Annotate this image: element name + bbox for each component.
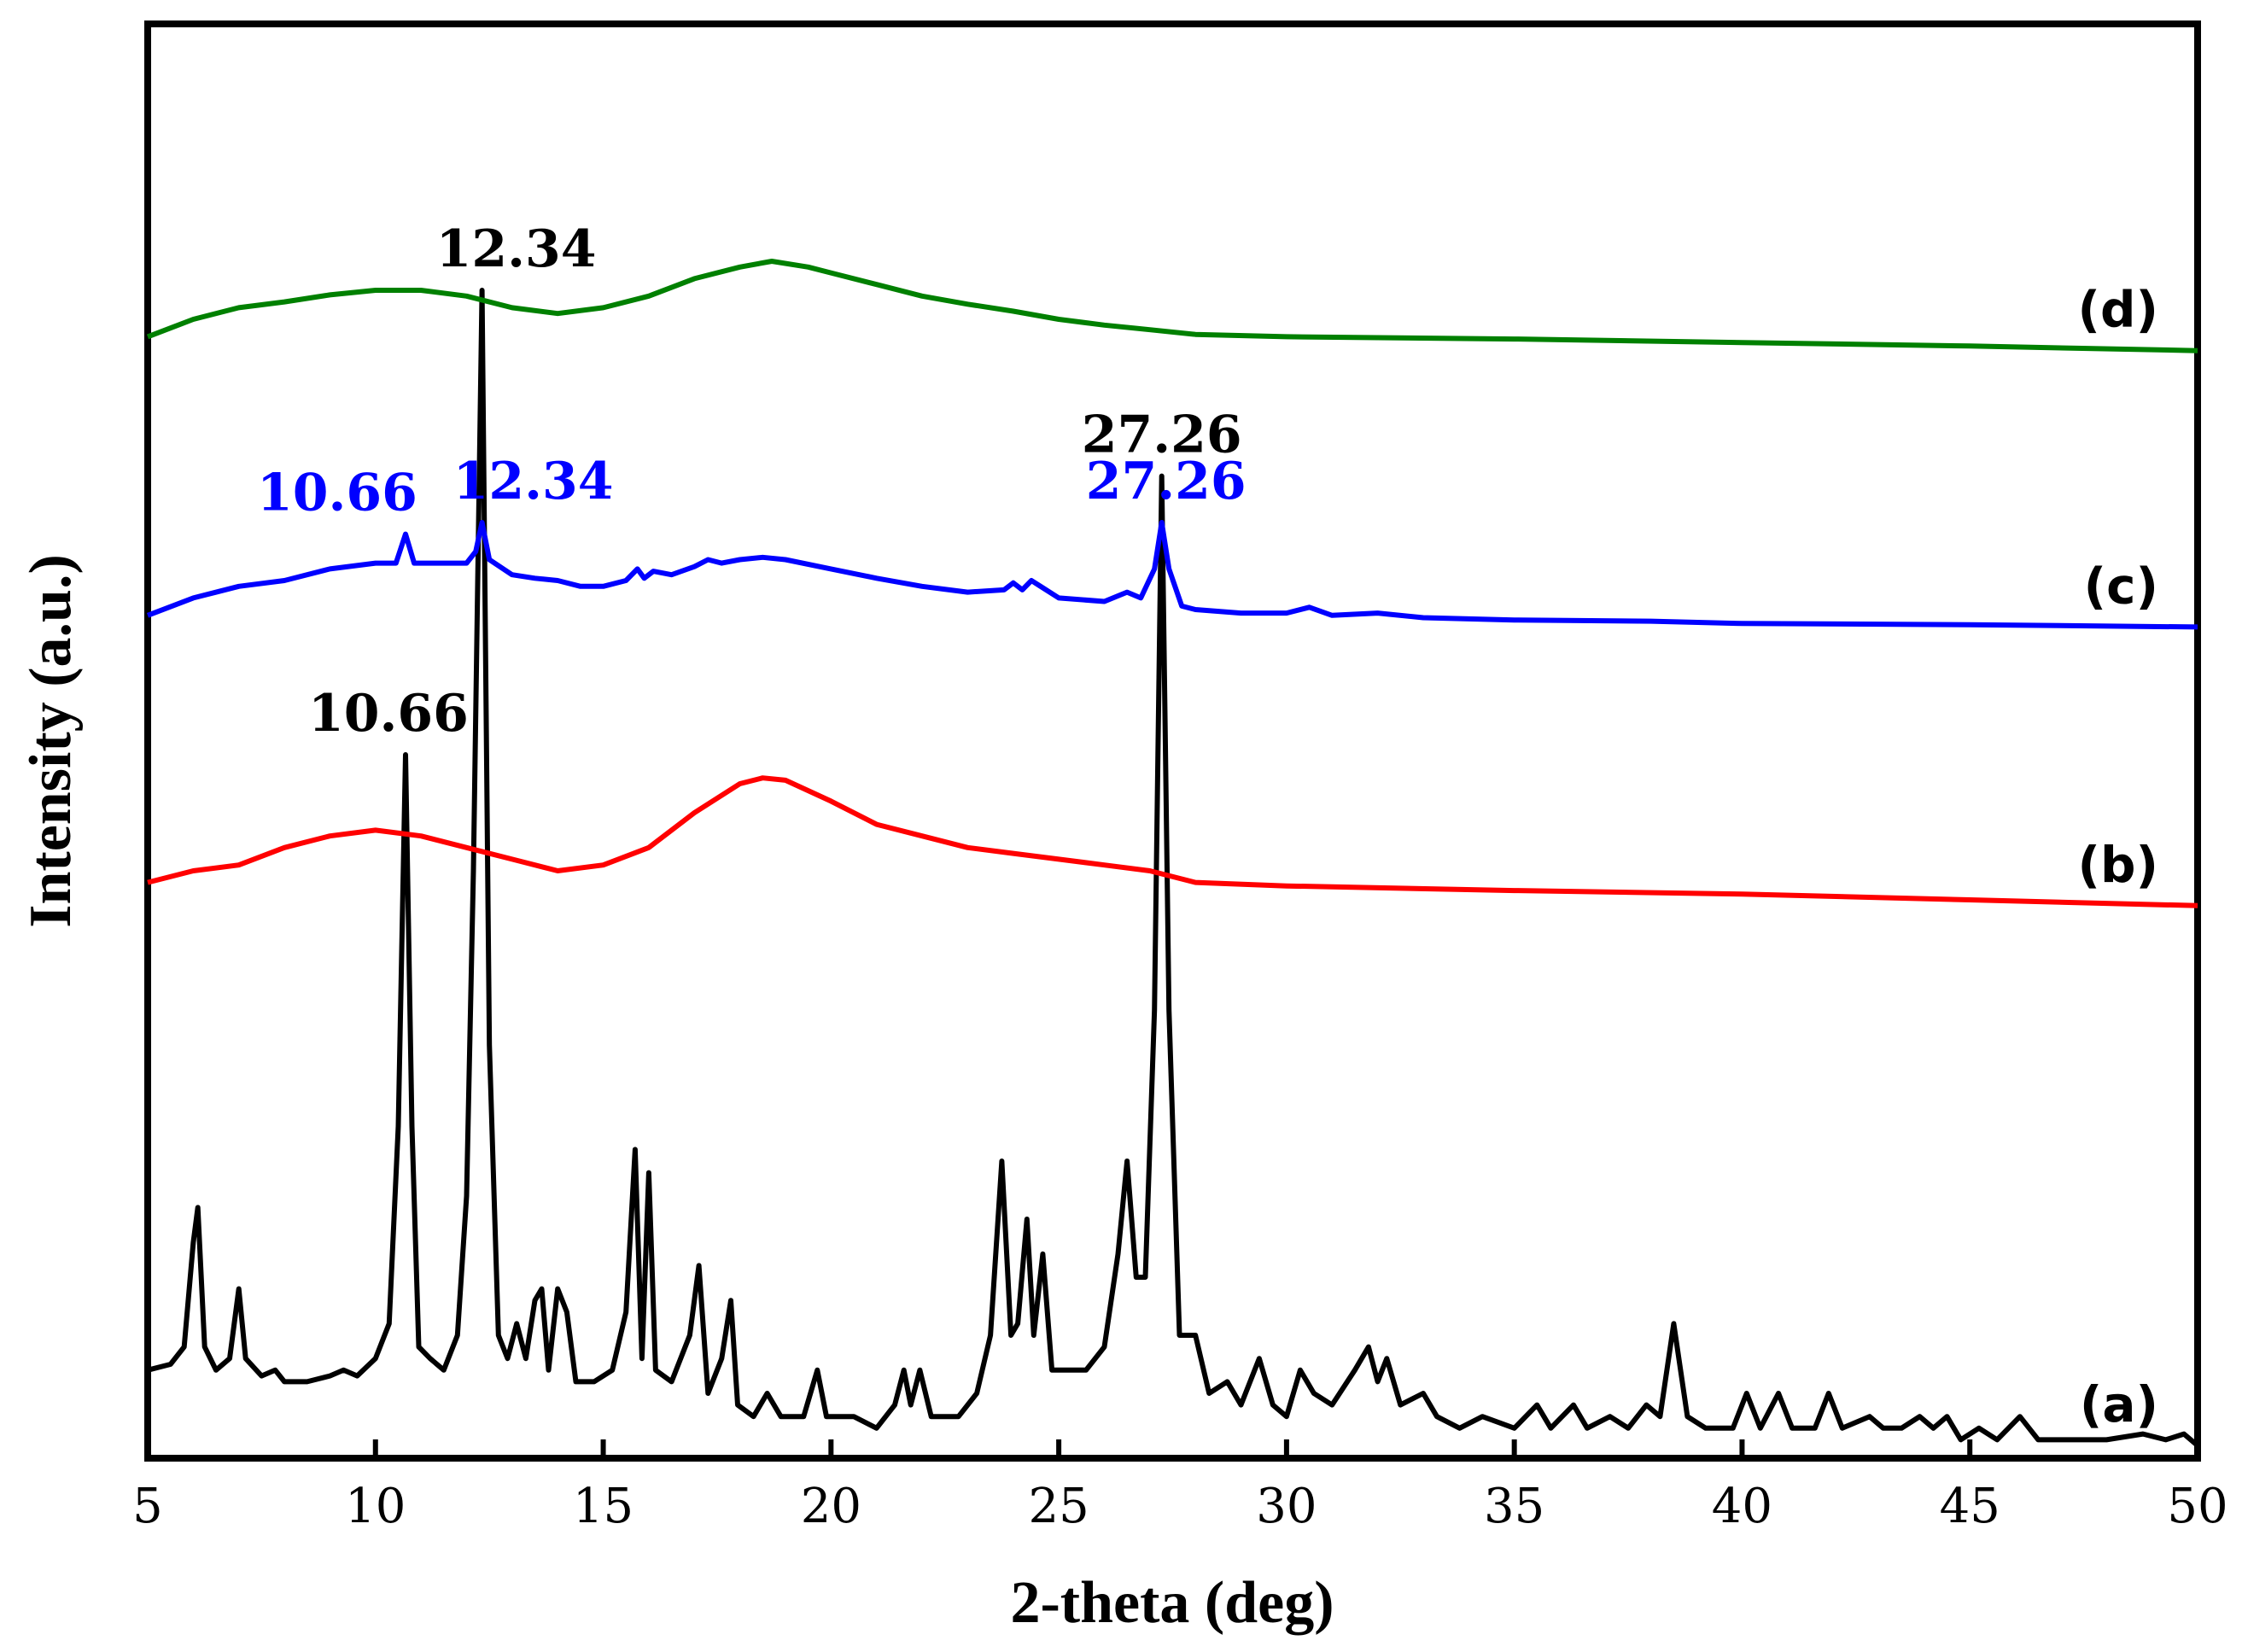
- x-tick-label: 50: [2167, 1479, 2227, 1534]
- x-axis-ticks: 5 10 15 20 25 30 35 40 45 50: [132, 1439, 2228, 1534]
- x-tick-label: 35: [1484, 1479, 1544, 1534]
- peak-label: 27.26: [1086, 452, 1247, 511]
- series-label-b: (b): [2077, 836, 2158, 894]
- x-tick-label: 5: [132, 1479, 163, 1534]
- series-line-c: [146, 520, 2198, 630]
- plot-frame: [144, 20, 2201, 1462]
- peak-label: 10.66: [308, 684, 469, 744]
- x-tick-label: 15: [573, 1479, 633, 1534]
- x-tick-label: 25: [1028, 1479, 1089, 1534]
- peak-labels: 10.66 12.34 27.26 10.66 12.34 27.26: [257, 219, 1247, 744]
- series-label-c: (c): [2084, 557, 2158, 615]
- x-tick-label: 10: [345, 1479, 406, 1534]
- series-labels: (a) (b) (c) (d): [2077, 281, 2158, 1433]
- peak-label: 27.26: [1082, 406, 1242, 465]
- series-line-a: [147, 288, 2199, 1448]
- x-axis-title: 2-theta (deg): [1010, 1570, 1334, 1636]
- series-line-d: [146, 259, 2198, 353]
- x-tick-label: 45: [1940, 1479, 2000, 1534]
- x-tick-label: 30: [1256, 1479, 1317, 1534]
- peak-label: 12.34: [453, 452, 614, 511]
- y-axis-title: Intensity (a.u.): [18, 554, 84, 928]
- x-tick-label: 20: [801, 1479, 861, 1534]
- x-tick-label: 40: [1712, 1479, 1772, 1534]
- series-label-a: (a): [2080, 1375, 2158, 1433]
- traces: [146, 259, 2199, 1448]
- peak-label: 12.34: [436, 219, 597, 279]
- series-line-b: [147, 775, 2198, 908]
- peak-label: 10.66: [257, 464, 417, 523]
- series-label-d: (d): [2077, 281, 2158, 339]
